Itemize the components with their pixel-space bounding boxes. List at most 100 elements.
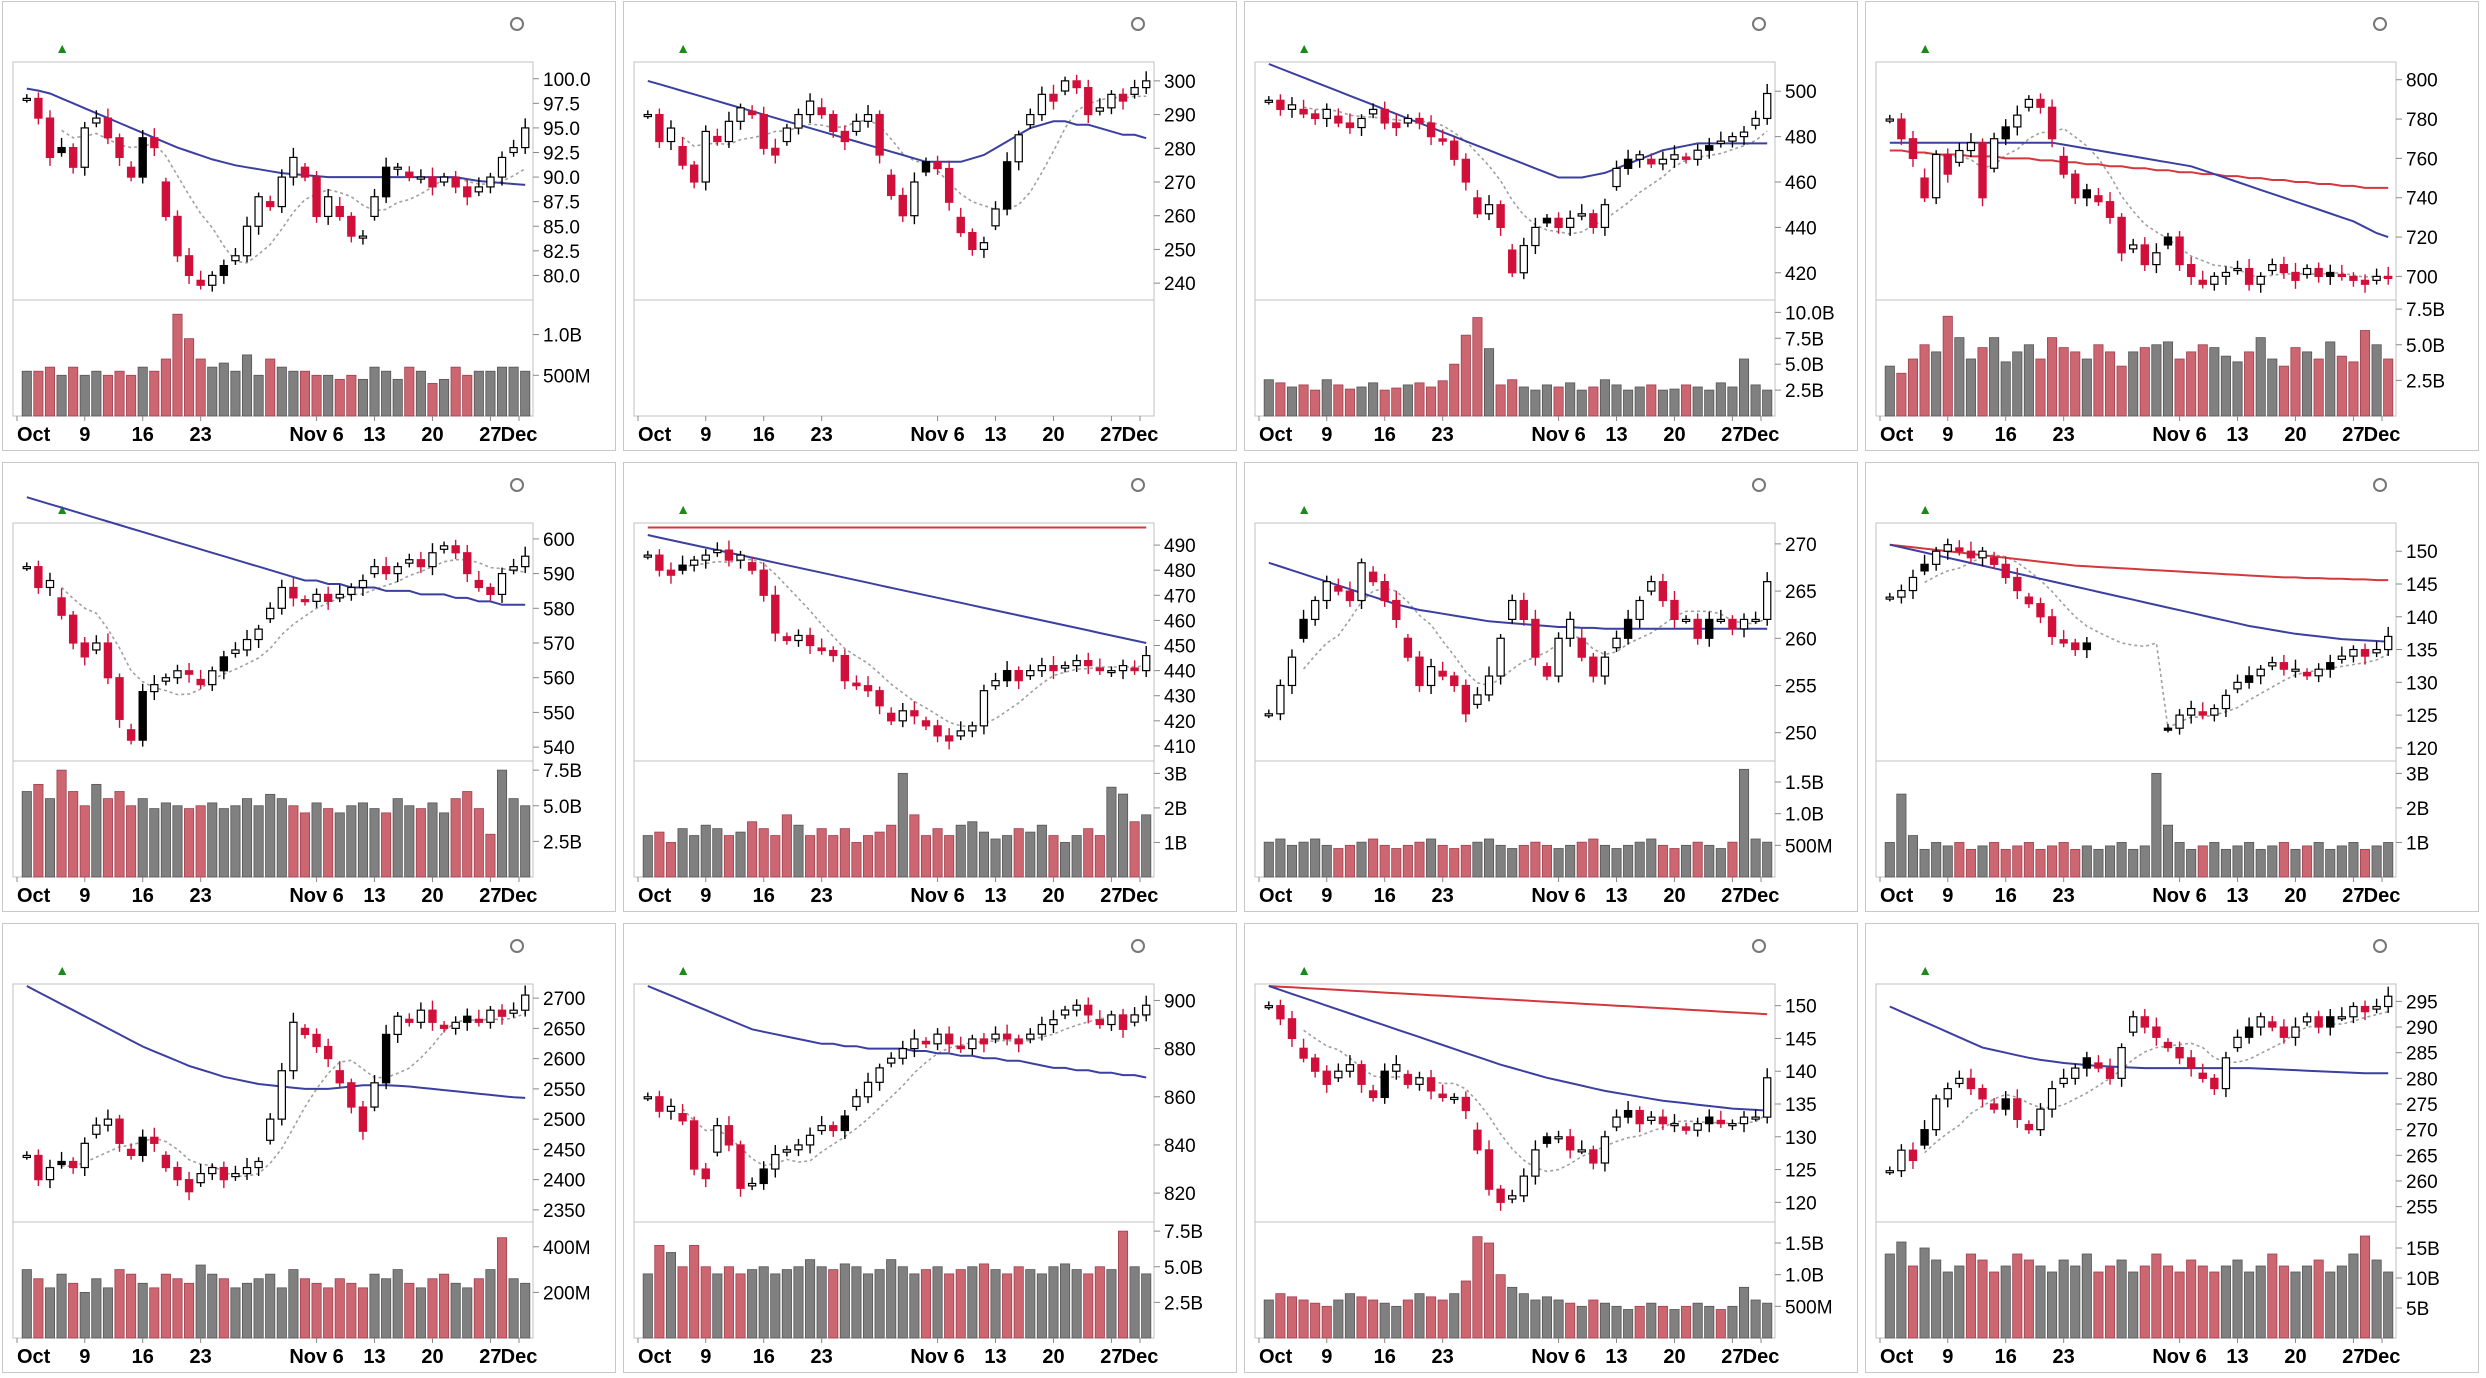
volume-bar <box>2232 845 2243 878</box>
chart-panel[interactable]: ▲ 500 480 460 440 420 10.0B 7.5B 5.0B 2.5B Oct 9 16 2… <box>1244 1 1858 451</box>
price-tick-label: 95.0 <box>543 119 580 140</box>
volume-bar <box>2220 848 2231 878</box>
volume-bar <box>126 805 137 878</box>
candle <box>1612 630 1621 652</box>
candle <box>1658 151 1668 171</box>
chart-panel[interactable]: ▲ 295 290 285 280 275 270 265 260 255 15B 10B 5B Oct 9… <box>1865 923 2479 1373</box>
volume-bar <box>357 1287 368 1339</box>
chart-header: ▲ <box>624 463 1236 523</box>
volume-bar <box>2139 1265 2150 1339</box>
candle <box>1368 566 1378 586</box>
chart-panel[interactable]: ▲ 300 290 280 270 260 250 240 Oct 9 16 23 Nov 6 13 20 2… <box>623 1 1237 451</box>
volume-bar <box>2371 845 2382 878</box>
candle <box>736 103 745 130</box>
volume-bar <box>1634 841 1645 878</box>
ma-blue-line <box>1889 1005 2389 1075</box>
candle <box>115 1114 124 1152</box>
candle <box>1885 114 1894 124</box>
volume-bar <box>932 1266 943 1339</box>
x-tick-label: Dec <box>2364 885 2401 907</box>
volume-bar <box>1060 842 1071 878</box>
volume-bar <box>1426 386 1437 417</box>
candle <box>393 163 402 176</box>
chart-panel[interactable]: ▲ 490 480 470 460 450 440 430 420 410 3B 2B 1B Oct 9 16… <box>623 462 1237 912</box>
candle <box>1026 664 1035 680</box>
volume-bar <box>1727 841 1738 878</box>
volume-bar <box>137 798 148 878</box>
volume-bar <box>2058 347 2069 417</box>
volume-bar <box>2255 848 2266 878</box>
price-tick-label: 560 <box>543 669 575 690</box>
chart-panel[interactable]: ▲ 150 145 140 135 130 125 120 1.5B 1.0B 500M Oct 9 16… <box>1244 923 1858 1373</box>
candle <box>1084 652 1093 675</box>
volume-bar <box>1483 1242 1495 1339</box>
volume-bar <box>2070 351 2081 417</box>
candle <box>1635 150 1644 168</box>
volume-bar <box>2081 1253 2092 1339</box>
volume-bar <box>2267 845 2278 878</box>
candle <box>323 586 333 610</box>
chart-panel[interactable]: ▲ 100.0 97.5 95.0 92.5 90.0 87.5 85.0 82.5 80.0 1.… <box>2 1 616 451</box>
candle <box>817 1116 826 1135</box>
chart-panel[interactable]: ▲ 800 780 760 740 720 700 7.5B 5.0B 2.5B Oct 9 16 23 N… <box>1865 1 2479 451</box>
chart-panel[interactable]: ▲ 2700 2650 2600 2550 2500 2450 2400 2350 400M 200… <box>2 923 616 1373</box>
candle <box>1345 581 1355 607</box>
candle <box>1658 1109 1668 1131</box>
volume-bar <box>1907 1265 1919 1339</box>
volume-bar <box>2139 845 2150 878</box>
candle <box>1014 1034 1023 1053</box>
volume-bar <box>747 1269 758 1339</box>
candle <box>2186 256 2196 285</box>
candle <box>910 172 919 225</box>
candle <box>933 155 942 175</box>
brand-logo-icon <box>1752 17 1766 31</box>
volume-bar <box>91 370 102 417</box>
x-tick-label: Nov 6 <box>1531 1346 1585 1368</box>
chart-panel[interactable]: ▲ 900 880 860 840 820 7.5B 5.0B 2.5B Oct 9 16 23 Nov … <box>623 923 1237 1373</box>
volume-tick-label: 5.0B <box>1785 355 1824 376</box>
volume-bar <box>1356 1296 1367 1339</box>
volume-bar <box>1414 841 1425 878</box>
candle <box>1345 1055 1355 1078</box>
price-tick-label: 255 <box>1785 676 1817 697</box>
price-tick-label: 500 <box>1785 82 1817 103</box>
up-arrow-icon: ▲ <box>1297 40 1312 56</box>
x-tick-label: Nov 6 <box>910 424 964 446</box>
volume-bar <box>230 1287 241 1339</box>
x-tick-label: Nov 6 <box>289 1346 343 1368</box>
candle <box>2036 597 2045 624</box>
candle <box>1357 114 1366 137</box>
candle <box>2024 95 2034 112</box>
volume-bar <box>816 1266 827 1339</box>
brand-logo-icon <box>1131 939 1145 953</box>
candle <box>944 1026 954 1053</box>
chart-header: ▲ <box>1866 463 2478 523</box>
chart-header: ▲ <box>1866 2 2478 62</box>
candle <box>393 1012 402 1043</box>
candle <box>2105 1058 2115 1085</box>
candle <box>1705 1109 1714 1133</box>
candle <box>1130 79 1139 99</box>
volume-bar <box>1518 386 1529 417</box>
chart-header: ▲ <box>3 2 615 62</box>
x-tick-label: 20 <box>2284 424 2306 446</box>
candle <box>266 602 275 623</box>
quote-line: ▲ <box>634 959 690 981</box>
volume-bar <box>496 769 508 878</box>
chart-panel[interactable]: ▲ 270 265 260 255 250 1.5B 1.0B 500M Oct 9 16 23 Nov … <box>1244 462 1858 912</box>
volume-bar <box>1141 1273 1152 1339</box>
volume-bar <box>2081 358 2092 417</box>
candle <box>1681 152 1691 164</box>
x-tick-label: 27 <box>2342 885 2364 907</box>
volume-bar <box>1002 835 1013 878</box>
ma-dotted-line <box>682 1014 1147 1167</box>
x-tick-label: 27 <box>2342 424 2364 446</box>
chart-panel[interactable]: ▲ 150 145 140 135 130 125 120 3B 2B 1B Oct 9 16 23 Nov … <box>1865 462 2479 912</box>
chart-panel[interactable]: ▲ 600 590 580 570 560 550 540 7.5B 5.0B 2.5B Oct 9 16… <box>2 462 616 912</box>
volume-bar <box>520 370 531 417</box>
price-tick-label: 430 <box>1164 687 1196 708</box>
volume-bar <box>137 366 148 417</box>
x-tick-label: 16 <box>132 885 154 907</box>
volume-bar <box>114 370 125 417</box>
